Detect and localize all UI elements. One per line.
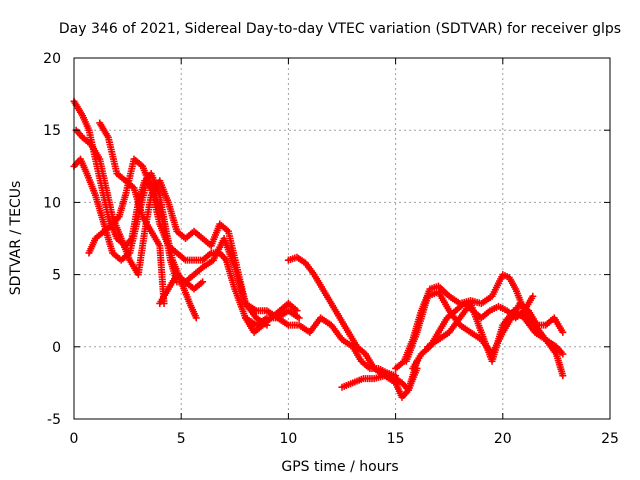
data-point — [293, 307, 301, 315]
y-tick-label: 5 — [52, 268, 61, 284]
data-point — [529, 292, 537, 300]
y-tick-label: 15 — [43, 123, 61, 139]
series-track-e — [96, 119, 168, 307]
x-tick-label: 20 — [494, 431, 512, 447]
series-track-m — [409, 292, 537, 372]
x-tick-label: 15 — [387, 431, 405, 447]
y-axis-label: SDTVAR / TECUs — [8, 181, 24, 296]
grid — [74, 58, 610, 419]
x-tick-label: 0 — [70, 431, 79, 447]
series-track-i — [338, 357, 421, 394]
x-axis-label: GPS time / hours — [281, 459, 398, 475]
data-point — [559, 372, 567, 380]
y-tick-label: -5 — [47, 412, 61, 428]
x-tick-label: 25 — [601, 431, 619, 447]
data-point — [559, 328, 567, 336]
plot-frame — [73, 57, 611, 420]
data-point — [295, 314, 303, 322]
y-tick-label: 0 — [52, 340, 61, 356]
data-points — [70, 97, 567, 401]
y-tick-label: 10 — [43, 195, 61, 211]
data-point — [559, 350, 567, 358]
series-track-l — [424, 299, 567, 365]
data-point — [199, 278, 207, 286]
y-tick-label: 20 — [43, 51, 61, 67]
axis-ticks: 0 5 10 15 20 25 -5 0 5 10 15 20 — [43, 51, 619, 447]
data-point — [192, 314, 200, 322]
chart-title: Day 346 of 2021, Sidereal Day-to-day VTE… — [59, 21, 621, 37]
series-track-b — [70, 97, 200, 322]
series-track-f — [156, 271, 207, 307]
x-tick-label: 10 — [279, 431, 297, 447]
x-tick-label: 5 — [177, 431, 186, 447]
